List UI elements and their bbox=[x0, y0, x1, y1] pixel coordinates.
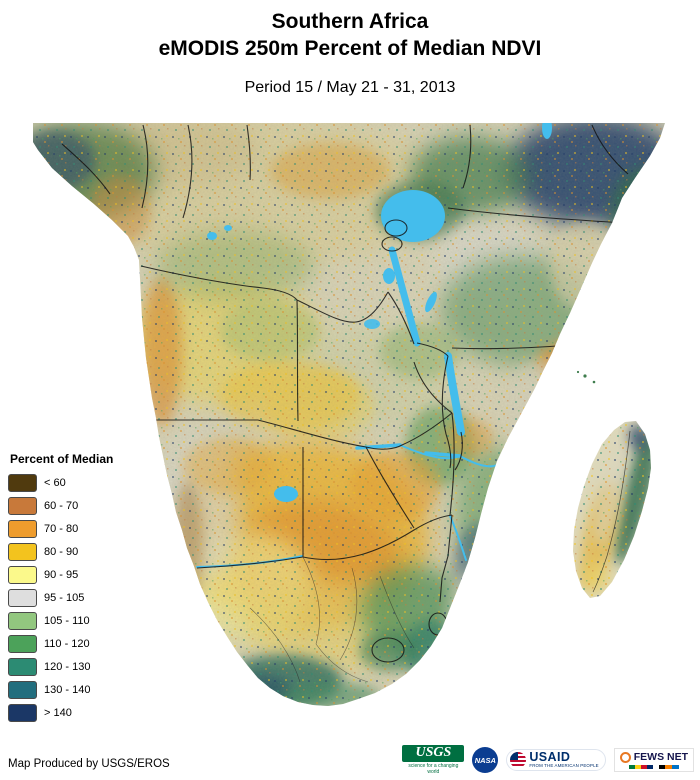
legend-swatch bbox=[8, 611, 37, 630]
legend: Percent of Median < 60 60 - 70 70 - 80 8… bbox=[6, 450, 130, 728]
nasa-logo: NASA bbox=[472, 747, 499, 773]
legend-swatch bbox=[8, 496, 37, 515]
legend-item-label: 70 - 80 bbox=[44, 522, 79, 535]
legend-item: 80 - 90 bbox=[8, 540, 128, 563]
legend-item-label: < 60 bbox=[44, 476, 66, 489]
usgs-tagline: science for a changing world bbox=[408, 763, 459, 775]
legend-item: 130 - 140 bbox=[8, 678, 128, 701]
legend-swatch bbox=[8, 588, 37, 607]
legend-item-label: 130 - 140 bbox=[44, 683, 91, 696]
legend-item: 95 - 105 bbox=[8, 586, 128, 609]
usgs-wordmark: USGS bbox=[402, 745, 465, 762]
lakes bbox=[207, 123, 552, 502]
nasa-wordmark: NASA bbox=[474, 755, 496, 765]
map-credit: Map Produced by USGS/EROS bbox=[8, 758, 170, 770]
usgs-logo: USGS science for a changing world bbox=[402, 745, 465, 775]
legend-item: 60 - 70 bbox=[8, 494, 128, 517]
legend-item: 110 - 120 bbox=[8, 632, 128, 655]
legend-swatch bbox=[8, 634, 37, 653]
usaid-logo: USAID FROM THE AMERICAN PEOPLE bbox=[506, 749, 606, 771]
legend-swatch bbox=[8, 703, 37, 722]
legend-item: 70 - 80 bbox=[8, 517, 128, 540]
legend-swatch bbox=[8, 542, 37, 561]
fewsnet-wordmark: FEWS NET bbox=[633, 751, 688, 763]
legend-item: > 140 bbox=[8, 701, 128, 724]
legend-item-label: > 140 bbox=[44, 706, 72, 719]
legend-swatch bbox=[8, 657, 37, 676]
fewsnet-globe-icon bbox=[619, 751, 631, 763]
comoros-islands bbox=[576, 370, 596, 384]
map-title: Southern Africa bbox=[271, 10, 429, 33]
usaid-tagline: FROM THE AMERICAN PEOPLE bbox=[529, 763, 599, 768]
fewsnet-flags-icon bbox=[628, 765, 679, 769]
legend-item: < 60 bbox=[8, 471, 128, 494]
legend-swatch bbox=[8, 473, 37, 492]
legend-item-label: 95 - 105 bbox=[44, 591, 85, 604]
legend-swatch bbox=[8, 519, 37, 538]
legend-title: Percent of Median bbox=[10, 452, 114, 466]
province-borders bbox=[249, 556, 415, 683]
legend-item-label: 80 - 90 bbox=[44, 545, 79, 558]
legend-item: 120 - 130 bbox=[8, 655, 128, 678]
madagascar bbox=[573, 421, 651, 598]
legend-item-label: 105 - 110 bbox=[44, 614, 90, 627]
legend-swatch bbox=[8, 680, 37, 699]
legend-swatch bbox=[8, 565, 37, 584]
period-label: Period 15 / May 21 - 31, 2013 bbox=[244, 79, 456, 96]
legend-item: 105 - 110 bbox=[8, 609, 128, 632]
fewsnet-logo: FEWS NET bbox=[613, 748, 694, 772]
usaid-wordmark: USAID bbox=[529, 750, 571, 764]
map-subtitle: eMODIS 250m Percent of Median NDVI bbox=[158, 37, 542, 60]
legend-item-label: 120 - 130 bbox=[44, 660, 91, 673]
legend-item: 90 - 95 bbox=[8, 563, 128, 586]
agency-logos: USGS science for a changing world NASA U… bbox=[402, 745, 694, 775]
usaid-flag-icon bbox=[510, 752, 527, 768]
legend-item-label: 60 - 70 bbox=[44, 499, 79, 512]
ndvi-map bbox=[33, 123, 665, 706]
legend-item-label: 90 - 95 bbox=[44, 568, 79, 581]
header: Southern Africa eMODIS 250m Percent of M… bbox=[0, 8, 700, 97]
legend-item-label: 110 - 120 bbox=[44, 637, 90, 650]
